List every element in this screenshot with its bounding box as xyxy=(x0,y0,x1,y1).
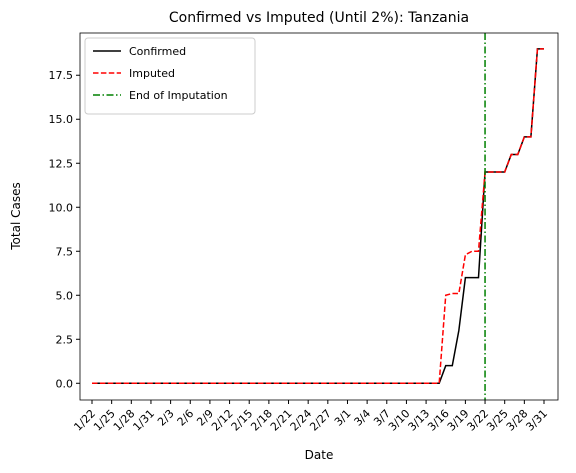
x-tick-label: 2/3 xyxy=(155,407,177,429)
x-tick-label: 3/31 xyxy=(523,407,550,434)
x-tick-label: 3/4 xyxy=(352,407,374,429)
legend: Confirmed Imputed End of Imputation xyxy=(84,37,256,115)
y-tick-label: 15.0 xyxy=(49,113,74,126)
y-tick-label: 2.5 xyxy=(56,333,74,346)
y-tick-label: 10.0 xyxy=(49,201,74,214)
y-tick-label: 7.5 xyxy=(56,245,74,258)
y-tick-label: 0.0 xyxy=(56,377,74,390)
plot-frame xyxy=(79,32,559,401)
legend-label: Imputed xyxy=(129,67,175,80)
x-tick-label: 2/6 xyxy=(175,407,197,429)
legend-label: Confirmed xyxy=(129,45,186,58)
x-tick-label: 3/1 xyxy=(332,407,354,429)
legend-box xyxy=(84,37,256,115)
series-line xyxy=(92,48,544,385)
x-tick-label: 2/27 xyxy=(307,407,334,434)
x-tick-label: 1/31 xyxy=(130,407,157,434)
y-axis-label: Total Cases xyxy=(9,182,23,250)
legend-label: End of Imputation xyxy=(129,89,228,102)
x-axis-label: Date xyxy=(305,448,334,462)
chart-title: Confirmed vs Imputed (Until 2%): Tanzani… xyxy=(169,10,469,26)
y-tick-label: 5.0 xyxy=(56,289,74,302)
y-tick-label: 12.5 xyxy=(49,157,74,170)
y-tick-label: 17.5 xyxy=(49,69,74,82)
